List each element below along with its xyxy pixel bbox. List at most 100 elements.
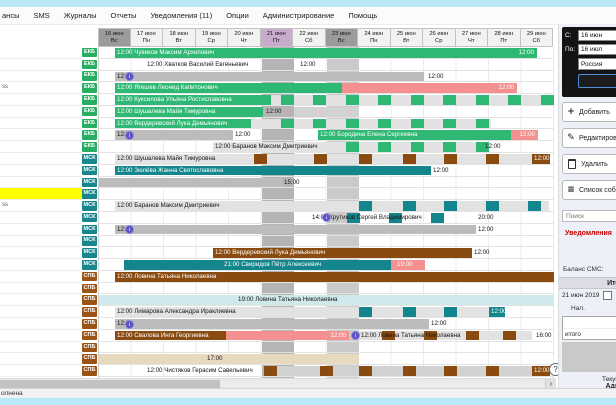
event-bar[interactable]	[443, 118, 456, 129]
day-header-10[interactable]: 26 июн Ср	[423, 28, 456, 47]
day-header-6[interactable]: 22 июн Сб	[293, 28, 326, 47]
event-bar[interactable]: 12:00	[115, 224, 476, 235]
employee-row-13[interactable]: ss	[0, 200, 82, 212]
edit-button[interactable]: ✎ Редактировать	[562, 128, 616, 148]
day-header-5[interactable]: 21 июн Пт	[260, 28, 293, 47]
event-bar[interactable]: 12:00	[115, 319, 429, 329]
event-bar[interactable]: 12:00	[532, 366, 550, 376]
day-header-12[interactable]: 28 июн Пт	[488, 28, 521, 47]
day-header-2[interactable]: 18 июн Вт	[163, 28, 196, 47]
event-bar[interactable]: 19:00 Ловина Татьяна Николаевна	[99, 295, 554, 306]
event-bar[interactable]	[281, 118, 294, 129]
event-bar[interactable]	[378, 142, 391, 152]
employee-row-2[interactable]	[0, 71, 82, 83]
event-bar[interactable]	[264, 366, 277, 376]
employee-row-12[interactable]	[0, 188, 82, 201]
event-bar[interactable]	[403, 307, 416, 317]
employee-row-25[interactable]	[0, 342, 82, 354]
employee-row-18[interactable]	[0, 259, 82, 271]
calendar-grid[interactable]: 12:00 Чувиков Максим Архипович 12:00 12:00…	[98, 47, 554, 378]
event-bar[interactable]: 17:00	[99, 354, 359, 364]
event-bar[interactable]	[508, 95, 521, 105]
menu-item-1[interactable]: SMS	[33, 11, 50, 20]
events-list-button[interactable]: ≡ Список событий	[562, 180, 616, 200]
employee-row-15[interactable]	[0, 224, 82, 236]
event-bar[interactable]	[251, 118, 491, 129]
event-bar[interactable]	[346, 142, 359, 152]
event-bar[interactable]	[378, 118, 391, 129]
event-bar[interactable]	[359, 366, 372, 376]
event-bar[interactable]: 12:00	[509, 48, 537, 58]
employee-row-19[interactable]	[0, 271, 82, 283]
event-bar[interactable]	[411, 95, 424, 105]
event-bar[interactable]	[359, 154, 372, 164]
event-bar[interactable]	[476, 118, 489, 129]
employee-row-24[interactable]	[0, 330, 82, 342]
day-header-8[interactable]: 24 июн Пн	[358, 28, 391, 47]
event-bar[interactable]	[347, 212, 360, 223]
menu-item-4[interactable]: Уведомления (11)	[150, 11, 213, 20]
employee-row-8[interactable]	[0, 141, 82, 154]
event-bar[interactable]	[444, 307, 457, 317]
event-bar[interactable]: 12:00 Чувиков Максим Архипович	[115, 48, 537, 58]
event-bar[interactable]	[443, 142, 456, 152]
event-bar[interactable]	[503, 330, 516, 341]
event-bar[interactable]: 12:00 Свалова Инга Георгиевна	[115, 330, 226, 341]
event-bar[interactable]	[411, 142, 424, 152]
menu-item-2[interactable]: Журналы	[63, 11, 97, 20]
employee-row-7[interactable]	[0, 129, 82, 142]
region-select[interactable]: Россия ▾	[578, 58, 616, 70]
employee-row-10[interactable]	[0, 165, 82, 177]
event-bar[interactable]	[359, 307, 372, 317]
event-bar[interactable]	[313, 118, 326, 129]
event-bar[interactable]: 12:00 Вердеревский Лука Демьянович	[115, 118, 251, 129]
event-bar[interactable]	[486, 154, 499, 164]
event-bar[interactable]	[476, 95, 489, 105]
event-bar[interactable]	[320, 366, 333, 376]
event-bar[interactable]	[444, 201, 457, 211]
event-bar[interactable]	[541, 95, 554, 105]
event-bar[interactable]	[389, 212, 402, 223]
employee-row-16[interactable]	[0, 236, 82, 248]
event-bar[interactable]: 12:00 Бородина Елена Сергеевна	[318, 130, 511, 141]
event-bar[interactable]	[528, 201, 541, 211]
menu-item-5[interactable]: Опции	[226, 11, 249, 20]
totals-date-checkbox[interactable]	[603, 291, 613, 300]
scrollbar-right-arrow-icon[interactable]: ›	[545, 379, 556, 389]
day-header-4[interactable]: 20 июн Чт	[228, 28, 261, 47]
event-bar[interactable]	[403, 154, 416, 164]
event-bar[interactable]	[444, 154, 457, 164]
event-bar[interactable]	[411, 118, 424, 129]
event-bar[interactable]	[99, 177, 282, 188]
employee-row-26[interactable]	[0, 353, 82, 366]
day-header-1[interactable]: 17 июн Пн	[130, 28, 163, 47]
event-bar[interactable]	[115, 201, 549, 211]
event-bar[interactable]: 19:00	[391, 260, 425, 270]
event-bar[interactable]	[359, 201, 372, 211]
employee-row-4[interactable]	[0, 94, 82, 106]
event-bar[interactable]	[476, 142, 489, 152]
day-header-0[interactable]: 16 июн Вс	[98, 28, 131, 47]
day-header-3[interactable]: 19 июн Ср	[195, 28, 228, 47]
event-bar[interactable]	[346, 95, 359, 105]
event-bar[interactable]: 12:00 Куксилова Ульяна Ростиславовна	[115, 95, 271, 105]
employee-row-0[interactable]	[0, 47, 82, 59]
employee-row-9[interactable]	[0, 153, 82, 165]
event-bar[interactable]	[314, 154, 327, 164]
event-bar[interactable]	[382, 330, 395, 341]
scrollbar-thumb[interactable]	[0, 380, 220, 388]
event-bar[interactable]	[466, 330, 479, 341]
employee-row-20[interactable]	[0, 283, 82, 295]
event-bar[interactable]	[403, 201, 416, 211]
event-bar[interactable]	[359, 330, 532, 341]
event-bar[interactable]: 12:00 Шушалева Майя Тимуровна	[115, 106, 263, 117]
event-bar[interactable]: 21:00 Свиридов Пётр Алексеевич	[124, 260, 391, 270]
event-bar[interactable]	[254, 154, 267, 164]
event-bar[interactable]	[313, 95, 326, 105]
event-bar[interactable]: 12:00 Ягешев Леонид Капитонович	[115, 83, 342, 93]
day-header-9[interactable]: 25 июн Вт	[390, 28, 423, 47]
day-header-13[interactable]: 29 июн Сб	[520, 28, 553, 47]
employee-row-22[interactable]	[0, 306, 82, 319]
event-bar[interactable]	[264, 366, 532, 376]
event-bar[interactable]	[444, 366, 457, 376]
